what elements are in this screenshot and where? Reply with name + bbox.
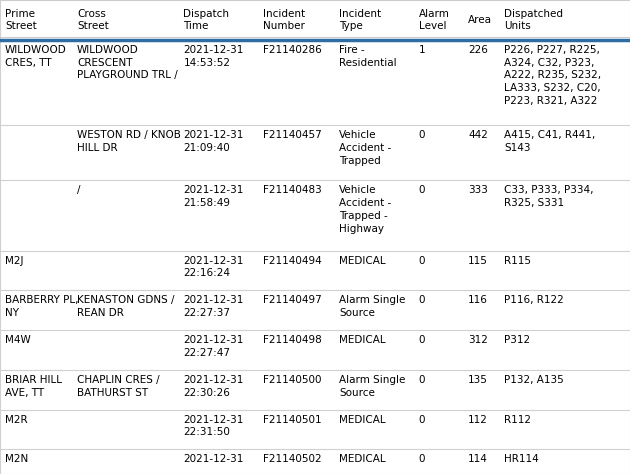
Text: 2021-12-31
21:09:40: 2021-12-31 21:09:40: [183, 130, 244, 153]
Text: 135: 135: [468, 375, 488, 385]
Bar: [0, 251, 630, 291]
Text: KENASTON GDNS /
REAN DR: KENASTON GDNS / REAN DR: [77, 295, 175, 318]
Text: 0: 0: [419, 415, 425, 425]
Text: CHAPLIN CRES /
BATHURST ST: CHAPLIN CRES / BATHURST ST: [77, 375, 160, 398]
Text: 0: 0: [419, 185, 425, 195]
Text: M2N: M2N: [5, 455, 28, 465]
Text: R112: R112: [505, 415, 532, 425]
Bar: [0, 0, 630, 40]
Text: M2J: M2J: [5, 255, 23, 265]
Text: WESTON RD / KNOB
HILL DR: WESTON RD / KNOB HILL DR: [77, 130, 181, 153]
Text: Prime
Street: Prime Street: [5, 9, 37, 31]
Text: 2021-12-31
14:53:52: 2021-12-31 14:53:52: [183, 45, 244, 68]
Text: F21140497: F21140497: [263, 295, 322, 305]
Text: 333: 333: [468, 185, 488, 195]
Text: 0: 0: [419, 255, 425, 265]
Text: Incident
Number: Incident Number: [263, 9, 305, 31]
Text: 114: 114: [468, 455, 488, 465]
Bar: [0, 370, 630, 410]
Text: 2021-12-31
22:31:50: 2021-12-31 22:31:50: [183, 415, 244, 438]
Text: Alarm Single
Source: Alarm Single Source: [339, 295, 405, 318]
Text: 2021-12-31
22:30:26: 2021-12-31 22:30:26: [183, 375, 244, 398]
Text: 2021-12-31: 2021-12-31: [183, 455, 244, 465]
Text: 2021-12-31
21:58:49: 2021-12-31 21:58:49: [183, 185, 244, 208]
Text: M2R: M2R: [5, 415, 28, 425]
Text: F21140501: F21140501: [263, 415, 322, 425]
Text: Dispatched
Units: Dispatched Units: [505, 9, 563, 31]
Text: Alarm
Level: Alarm Level: [419, 9, 450, 31]
Bar: [0, 449, 630, 474]
Text: 0: 0: [419, 375, 425, 385]
Text: WILDWOOD
CRESCENT
PLAYGROUND TRL /: WILDWOOD CRESCENT PLAYGROUND TRL /: [77, 45, 178, 81]
Text: MEDICAL: MEDICAL: [339, 415, 386, 425]
Bar: [0, 40, 630, 125]
Text: 2021-12-31
22:27:47: 2021-12-31 22:27:47: [183, 335, 244, 358]
Text: F21140502: F21140502: [263, 455, 322, 465]
Text: 0: 0: [419, 130, 425, 140]
Text: R115: R115: [505, 255, 532, 265]
Text: F21140483: F21140483: [263, 185, 322, 195]
Text: 115: 115: [468, 255, 488, 265]
Text: 1: 1: [419, 45, 425, 55]
Text: Cross
Street: Cross Street: [77, 9, 109, 31]
Text: 312: 312: [468, 335, 488, 345]
Bar: [0, 180, 630, 251]
Text: WILDWOOD
CRES, TT: WILDWOOD CRES, TT: [5, 45, 67, 68]
Text: F21140457: F21140457: [263, 130, 322, 140]
Text: P312: P312: [505, 335, 530, 345]
Text: A415, C41, R441,
S143: A415, C41, R441, S143: [505, 130, 596, 153]
Text: M4W: M4W: [5, 335, 31, 345]
Text: 116: 116: [468, 295, 488, 305]
Text: F21140494: F21140494: [263, 255, 322, 265]
Text: Area: Area: [468, 15, 492, 25]
Text: P116, R122: P116, R122: [505, 295, 564, 305]
Text: Vehicle
Accident -
Trapped: Vehicle Accident - Trapped: [339, 130, 391, 166]
Text: 0: 0: [419, 295, 425, 305]
Text: P132, A135: P132, A135: [505, 375, 564, 385]
Text: 0: 0: [419, 455, 425, 465]
Text: C33, P333, P334,
R325, S331: C33, P333, P334, R325, S331: [505, 185, 594, 208]
Bar: [0, 330, 630, 370]
Text: 2021-12-31
22:27:37: 2021-12-31 22:27:37: [183, 295, 244, 318]
Text: BRIAR HILL
AVE, TT: BRIAR HILL AVE, TT: [5, 375, 62, 398]
Text: Incident
Type: Incident Type: [339, 9, 381, 31]
Text: MEDICAL: MEDICAL: [339, 255, 386, 265]
Text: 112: 112: [468, 415, 488, 425]
Text: Alarm Single
Source: Alarm Single Source: [339, 375, 405, 398]
Text: Dispatch
Time: Dispatch Time: [183, 9, 229, 31]
Text: MEDICAL: MEDICAL: [339, 455, 386, 465]
Bar: [0, 410, 630, 449]
Text: F21140498: F21140498: [263, 335, 322, 345]
Text: 0: 0: [419, 335, 425, 345]
Text: 442: 442: [468, 130, 488, 140]
Bar: [0, 125, 630, 180]
Text: F21140286: F21140286: [263, 45, 322, 55]
Text: MEDICAL: MEDICAL: [339, 335, 386, 345]
Bar: [0, 291, 630, 330]
Text: BARBERRY PL,
NY: BARBERRY PL, NY: [5, 295, 79, 318]
Text: 226: 226: [468, 45, 488, 55]
Text: HR114: HR114: [505, 455, 539, 465]
Text: Fire -
Residential: Fire - Residential: [339, 45, 397, 68]
Text: /: /: [77, 185, 81, 195]
Text: 2021-12-31
22:16:24: 2021-12-31 22:16:24: [183, 255, 244, 278]
Text: F21140500: F21140500: [263, 375, 321, 385]
Text: Vehicle
Accident -
Trapped -
Highway: Vehicle Accident - Trapped - Highway: [339, 185, 391, 234]
Text: P226, P227, R225,
A324, C32, P323,
A222, R235, S232,
LA333, S232, C20,
P223, R32: P226, P227, R225, A324, C32, P323, A222,…: [505, 45, 602, 106]
